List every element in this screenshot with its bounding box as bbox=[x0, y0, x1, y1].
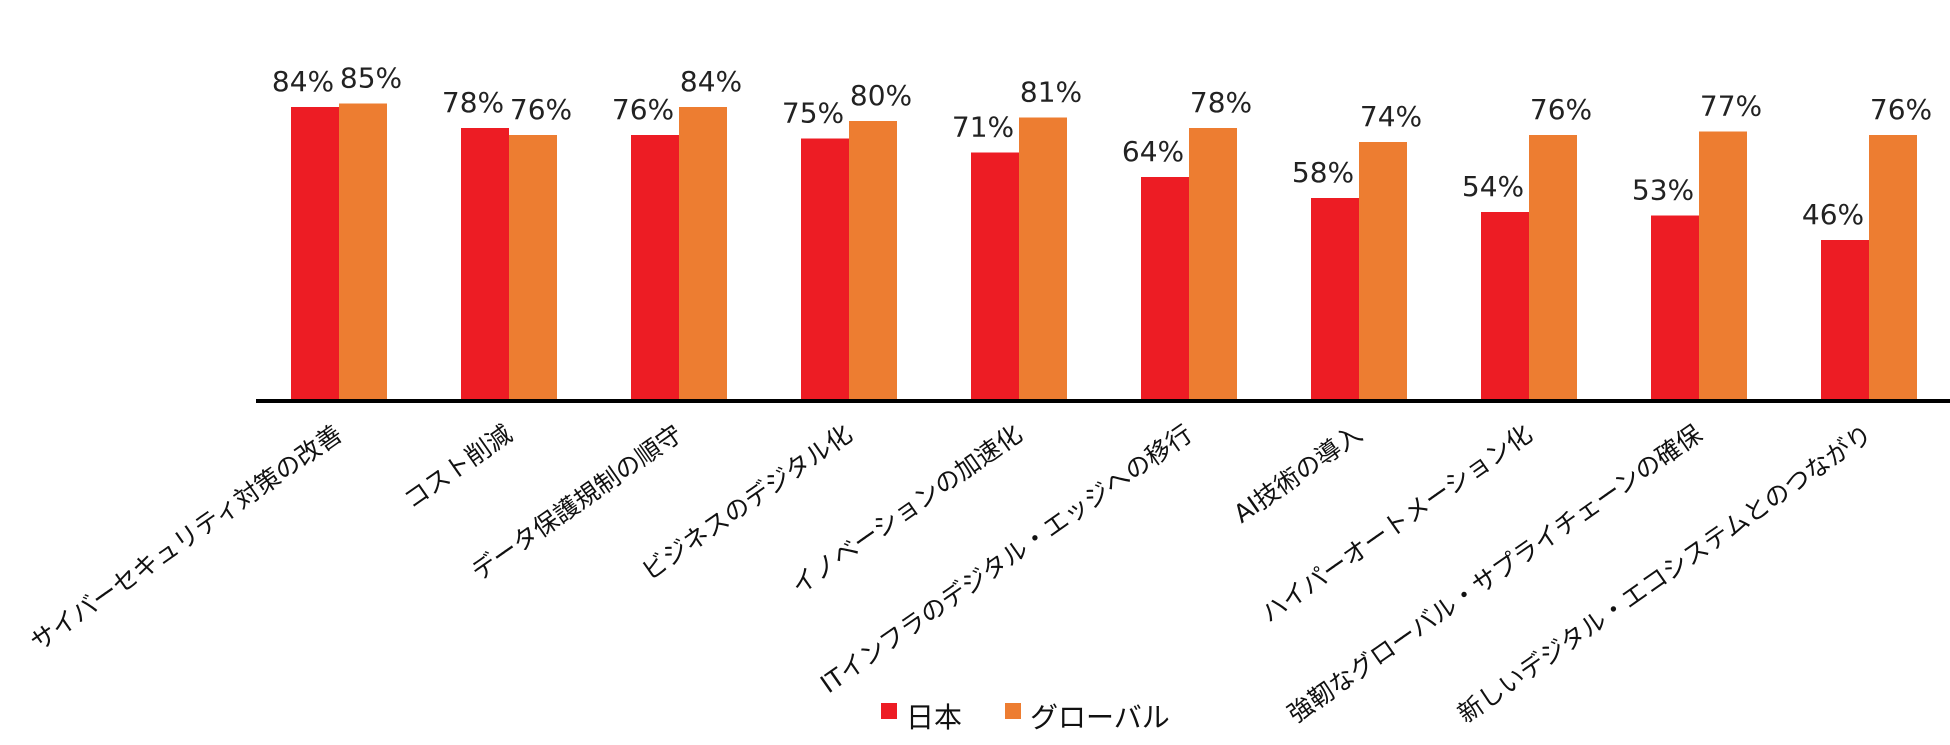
category-label-7: ハイパーオートメーション化 bbox=[1256, 419, 1538, 628]
value-label-japan-6: 58% bbox=[1292, 156, 1354, 189]
bar-global-6 bbox=[1359, 142, 1407, 401]
bar-global-8 bbox=[1699, 131, 1747, 401]
value-label-global-2: 84% bbox=[680, 65, 742, 98]
value-label-japan-5: 64% bbox=[1122, 135, 1184, 168]
bar-japan-0 bbox=[291, 107, 339, 401]
legend-swatch-japan bbox=[881, 703, 897, 719]
value-label-global-1: 76% bbox=[510, 93, 572, 126]
value-label-global-6: 74% bbox=[1360, 100, 1422, 133]
bar-japan-3 bbox=[801, 138, 849, 401]
value-label-global-0: 85% bbox=[340, 62, 402, 95]
bar-global-0 bbox=[339, 103, 387, 401]
value-label-japan-3: 75% bbox=[782, 97, 844, 130]
value-label-japan-8: 53% bbox=[1632, 174, 1694, 207]
bar-global-4 bbox=[1019, 117, 1067, 401]
bar-japan-8 bbox=[1651, 215, 1699, 401]
bar-japan-1 bbox=[461, 128, 509, 401]
bar-global-5 bbox=[1189, 128, 1237, 401]
category-label-1: コスト削減 bbox=[398, 419, 517, 514]
value-label-japan-7: 54% bbox=[1462, 170, 1524, 203]
value-label-japan-9: 46% bbox=[1802, 198, 1864, 231]
legend-swatch-global bbox=[1005, 703, 1021, 719]
bar-global-1 bbox=[509, 135, 557, 401]
legend-label-global: グローバル bbox=[1030, 701, 1170, 734]
value-label-japan-2: 76% bbox=[612, 93, 674, 126]
value-label-japan-1: 78% bbox=[442, 86, 504, 119]
category-label-0: サイバーセキュリティ対策の改善 bbox=[25, 419, 347, 657]
value-label-japan-4: 71% bbox=[952, 111, 1014, 144]
category-label-6: AI技術の導入 bbox=[1228, 419, 1367, 528]
legend-label-japan: 日本 bbox=[906, 701, 962, 734]
value-label-global-9: 76% bbox=[1870, 93, 1932, 126]
value-labels-group: 84% 85%78% 76% 76%84%75%80%71%81%64%78%58%7… bbox=[272, 62, 1932, 232]
category-labels-group: サイバーセキュリティ対策の改善 コスト削減データ保護規制の順守ビジネスのデジタル化… bbox=[25, 419, 1877, 729]
bar-japan-2 bbox=[631, 135, 679, 401]
legend: 日本 グローバル bbox=[881, 701, 1170, 734]
bar-japan-5 bbox=[1141, 177, 1189, 401]
bars-group bbox=[291, 103, 1917, 401]
bar-global-2 bbox=[679, 107, 727, 401]
value-label-global-7: 76% bbox=[1530, 93, 1592, 126]
bar-global-9 bbox=[1869, 135, 1917, 401]
bar-global-3 bbox=[849, 121, 897, 401]
bar-japan-4 bbox=[971, 152, 1019, 401]
value-label-global-3: 80% bbox=[850, 79, 912, 112]
value-label-japan-0: 84% bbox=[272, 65, 334, 98]
bar-japan-6 bbox=[1311, 198, 1359, 401]
bar-global-7 bbox=[1529, 135, 1577, 401]
bar-japan-7 bbox=[1481, 212, 1529, 401]
value-label-global-8: 77% bbox=[1700, 90, 1762, 123]
value-label-global-4: 81% bbox=[1020, 76, 1082, 109]
bar-japan-9 bbox=[1821, 240, 1869, 401]
value-label-global-5: 78% bbox=[1190, 86, 1252, 119]
category-label-5: ITインフラのデジタル・エッジへの移行 bbox=[815, 419, 1197, 699]
